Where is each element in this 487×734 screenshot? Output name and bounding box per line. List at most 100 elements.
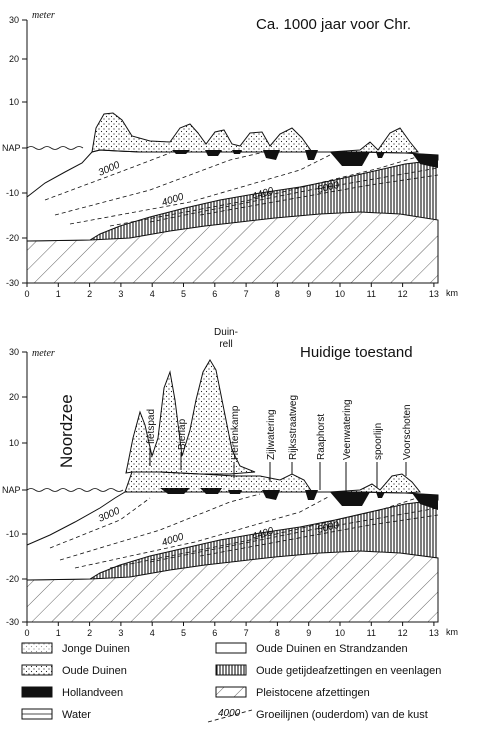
top-y-tick-30: 30 bbox=[9, 15, 19, 25]
legend-label-water: Water bbox=[62, 709, 91, 721]
top-x-tick-label: 9 bbox=[306, 289, 311, 299]
top-x-unit: km bbox=[446, 288, 458, 298]
bottom-x-tick-label: 2 bbox=[87, 628, 92, 638]
top-x-tick-label: 3 bbox=[118, 289, 123, 299]
bottom-unit-label: meter bbox=[32, 348, 55, 359]
top-y-tick-minus30: -30 bbox=[6, 278, 19, 288]
legend-swatch-hollandveen bbox=[21, 686, 53, 698]
top-nap-label: NAP bbox=[2, 143, 21, 153]
top-tidal-deposits bbox=[90, 160, 438, 240]
place-labels: fietspad Bierlap Duin- rell Hertenkamp Z… bbox=[146, 327, 413, 492]
bottom-x-tick-label: 13 bbox=[429, 628, 439, 638]
legend-label-oude-duinen-strand: Oude Duinen en Strandzanden bbox=[256, 643, 408, 655]
top-y-tick-minus10: -10 bbox=[6, 188, 19, 198]
bottom-x-tick-label: 0 bbox=[24, 628, 29, 638]
legend-item-jonge-duinen: Jonge Duinen bbox=[21, 642, 130, 655]
bottom-x-tick-label: 10 bbox=[335, 628, 345, 638]
legend-label-pleistoceen: Pleistocene afzettingen bbox=[256, 687, 370, 699]
bottom-y-tick-minus20: -20 bbox=[6, 574, 19, 584]
bottom-nap-label: NAP bbox=[2, 485, 21, 495]
place-fietspad: fietspad bbox=[146, 409, 157, 444]
top-age-5000: 5000 bbox=[316, 180, 341, 196]
place-bierlap: Bierlap bbox=[177, 418, 188, 450]
place-spoorlijn: spoorlijn bbox=[373, 423, 384, 460]
top-x-tick-label: 7 bbox=[244, 289, 249, 299]
bottom-x-tick-label: 11 bbox=[367, 628, 376, 638]
top-x-tick-label: 2 bbox=[87, 289, 92, 299]
top-x-tick-label: 0 bbox=[24, 289, 29, 299]
legend-swatch-groeilijn bbox=[207, 709, 253, 723]
legend-item-getijdeafzettingen: Oude getijdeafzettingen en veenlagen bbox=[215, 664, 441, 677]
top-unit-label: meter bbox=[32, 10, 55, 21]
top-x-tick-label: 8 bbox=[275, 289, 280, 299]
bottom-y-tick-20: 20 bbox=[9, 392, 19, 402]
place-duinrell-part2: rell bbox=[219, 339, 232, 350]
place-veenwatering: Veenwatering bbox=[342, 399, 353, 460]
top-y-tick-20: 20 bbox=[9, 54, 19, 64]
top-x-tick-label: 12 bbox=[398, 289, 408, 299]
legend: Jonge Duinen Oude Duinen Hollandveen Wat… bbox=[21, 642, 441, 723]
legend-swatch-oude-duinen bbox=[21, 664, 53, 676]
legend-item-groeilijnen: 4000 Groeilijnen (ouderdom) van de kust bbox=[207, 708, 428, 723]
top-y-tick-minus20: -20 bbox=[6, 233, 19, 243]
legend-swatch-getijde bbox=[215, 664, 247, 676]
panel-top: 30 20 10 -10 -20 -30 meter NAP Ca. 1000 … bbox=[2, 10, 458, 299]
top-x-tick-label: 4 bbox=[150, 289, 155, 299]
place-rijksstraatweg: Rijksstraatweg bbox=[288, 395, 299, 460]
legend-label-getijde: Oude getijdeafzettingen en veenlagen bbox=[256, 665, 441, 677]
legend-label-groeilijnen: Groeilijnen (ouderdom) van de kust bbox=[256, 709, 428, 721]
bottom-x-tick-label: 5 bbox=[181, 628, 186, 638]
legend-item-water: Water bbox=[21, 708, 91, 721]
top-x-tick-label: 11 bbox=[367, 289, 376, 299]
bottom-x-axis: 0 1 2 3 4 5 6 7 8 9 10 11 12 13 km bbox=[24, 621, 458, 638]
bottom-x-tick-label: 9 bbox=[306, 628, 311, 638]
bottom-x-tick-label: 1 bbox=[56, 628, 61, 638]
top-x-tick-label: 10 bbox=[335, 289, 345, 299]
legend-swatch-jonge-duinen-pattern bbox=[22, 643, 52, 653]
place-zijlwatering: Zijlwatering bbox=[266, 409, 277, 460]
top-x-axis: 0 1 2 3 4 5 6 7 8 9 10 11 12 13 km bbox=[24, 282, 458, 299]
bottom-x-tick-label: 12 bbox=[398, 628, 408, 638]
top-water-surface bbox=[26, 146, 84, 150]
top-hollandveen bbox=[172, 150, 438, 168]
top-x-tick-label: 13 bbox=[429, 289, 439, 299]
legend-item-oude-duinen-strandzanden: Oude Duinen en Strandzanden bbox=[215, 642, 408, 655]
sea-label: Noordzee bbox=[57, 394, 76, 468]
bottom-y-tick-30: 30 bbox=[9, 347, 19, 357]
bottom-x-tick-label: 3 bbox=[118, 628, 123, 638]
bottom-title: Huidige toestand bbox=[300, 344, 413, 361]
bottom-x-tick-label: 6 bbox=[212, 628, 217, 638]
legend-item-pleistoceen: Pleistocene afzettingen bbox=[215, 686, 370, 699]
bottom-x-tick-label: 4 bbox=[150, 628, 155, 638]
top-x-tick-label: 6 bbox=[212, 289, 217, 299]
bottom-y-tick-10: 10 bbox=[9, 438, 19, 448]
place-duinrell-part1: Duin- bbox=[214, 327, 238, 338]
place-voorschoten: Voorschoten bbox=[402, 404, 413, 460]
top-title: Ca. 1000 jaar voor Chr. bbox=[256, 16, 411, 33]
bottom-x-tick-label: 8 bbox=[275, 628, 280, 638]
legend-item-oude-duinen: Oude Duinen bbox=[21, 664, 127, 677]
bottom-y-tick-minus10: -10 bbox=[6, 529, 19, 539]
panel-bottom: 30 20 10 -10 -20 -30 meter NAP Huidige t… bbox=[2, 327, 458, 638]
legend-label-hollandveen: Hollandveen bbox=[62, 687, 123, 699]
bottom-young-dunes bbox=[125, 359, 256, 475]
place-raaphorst: Raaphorst bbox=[316, 414, 327, 460]
bottom-age-5000: 5000 bbox=[316, 520, 341, 536]
top-growth-lines bbox=[44, 152, 439, 227]
top-x-tick-label: 1 bbox=[56, 289, 61, 299]
bottom-tidal-deposits bbox=[90, 500, 438, 579]
legend-label-jonge-duinen: Jonge Duinen bbox=[62, 643, 130, 655]
legend-label-oude-duinen: Oude Duinen bbox=[62, 665, 127, 677]
top-old-dunes bbox=[91, 112, 419, 154]
bottom-x-unit: km bbox=[446, 627, 458, 637]
legend-groeilijn-sample: 4000 bbox=[218, 708, 241, 719]
place-hertenkamp: Hertenkamp bbox=[230, 405, 241, 460]
bottom-water-surface bbox=[26, 488, 124, 492]
bottom-y-tick-minus30: -30 bbox=[6, 617, 19, 627]
top-y-tick-10: 10 bbox=[9, 97, 19, 107]
bottom-x-tick-label: 7 bbox=[244, 628, 249, 638]
legend-swatch-pleistoceen bbox=[215, 686, 247, 698]
bottom-growth-lines bbox=[49, 493, 439, 569]
legend-swatch-oude-duinen-strand bbox=[215, 642, 247, 654]
